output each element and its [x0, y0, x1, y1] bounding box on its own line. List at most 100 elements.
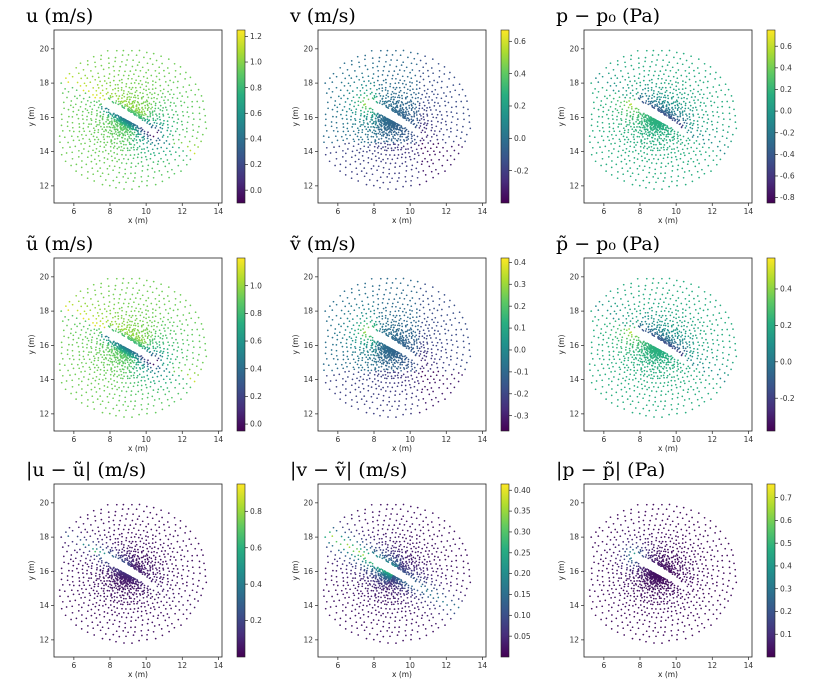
scatter-point [434, 88, 437, 91]
scatter-point [143, 284, 145, 287]
scatter-point [119, 361, 121, 364]
scatter-point [155, 125, 158, 127]
scatter-point [136, 337, 139, 340]
panel-title: v (m/s) [289, 5, 356, 27]
scatter-point [411, 82, 413, 84]
scatter-point [604, 103, 607, 106]
scatter-point [180, 328, 182, 331]
scatter-point [111, 114, 114, 117]
scatter-point [399, 89, 402, 92]
scatter-point [425, 109, 428, 112]
scatter-point [682, 117, 685, 120]
scatter-point [415, 106, 418, 109]
scatter-point [141, 106, 144, 109]
scatter-point [86, 99, 89, 102]
scatter-point [631, 118, 634, 121]
y-tick-label: 16 [569, 113, 579, 122]
scatter-point [629, 111, 632, 113]
scatter-point [192, 357, 195, 360]
scatter-point [441, 164, 444, 167]
scatter-point [197, 374, 199, 376]
scatter-point [647, 89, 650, 92]
scatter-point [401, 130, 403, 132]
scatter-point [408, 107, 411, 109]
scatter-point [359, 94, 362, 96]
scatter-point [723, 144, 726, 146]
scatter-point [373, 126, 376, 129]
scatter-point [122, 368, 125, 371]
scatter-point [93, 408, 96, 410]
scatter-point [64, 160, 67, 163]
scatter-point [407, 138, 410, 140]
scatter-point [122, 92, 125, 95]
x-tick-label: 8 [108, 207, 113, 216]
scatter-point [157, 370, 160, 373]
scatter-point [367, 138, 370, 141]
scatter-point [146, 184, 148, 187]
scatter-point [330, 96, 332, 99]
scatter-point [154, 107, 157, 110]
scatter-point [121, 101, 124, 104]
scatter-point [397, 137, 400, 140]
scatter-point [688, 72, 691, 75]
scatter-point [655, 181, 657, 184]
scatter-point [380, 147, 383, 150]
scatter-point [80, 361, 83, 364]
scatter-point [672, 95, 675, 98]
scatter-point [728, 106, 731, 109]
scatter-point [382, 116, 385, 119]
scatter-point [641, 95, 644, 98]
scatter-point [71, 86, 74, 89]
scatter-point [365, 128, 368, 131]
scatter-point [124, 131, 126, 134]
scatter-point [173, 330, 175, 332]
scatter-point [146, 137, 149, 140]
scatter-point [132, 287, 134, 290]
scatter-point [702, 113, 705, 116]
scatter-point [155, 303, 158, 306]
scatter-point [121, 124, 124, 126]
scatter-point [337, 95, 340, 98]
scatter-point [433, 79, 435, 82]
scatter-point [85, 163, 88, 166]
scatter-point [113, 145, 116, 148]
scatter-point [683, 121, 686, 124]
scatter-point [142, 303, 145, 306]
scatter-point [660, 147, 663, 149]
scatter-point [146, 370, 148, 372]
scatter-point [687, 107, 690, 110]
scatter-point [122, 49, 125, 52]
scatter-point [139, 297, 142, 300]
scatter-point [410, 168, 413, 171]
scatter-point [625, 94, 628, 96]
scatter-point [85, 362, 87, 365]
scatter-point [161, 352, 164, 355]
scatter-point [410, 133, 413, 136]
scatter-point [626, 113, 628, 115]
scatter-point [675, 158, 678, 161]
scatter-point [448, 78, 450, 80]
scatter-point [137, 130, 139, 132]
scatter-point [116, 342, 118, 344]
scatter-point [107, 305, 110, 308]
scatter-point [431, 99, 433, 101]
scatter-point [354, 133, 357, 136]
scatter-point [161, 320, 164, 323]
scatter-point [624, 121, 627, 123]
scatter-point [131, 305, 133, 308]
scatter-point [115, 119, 118, 122]
scatter-point [118, 166, 121, 169]
scatter-point [82, 325, 85, 328]
scatter-point [96, 398, 99, 400]
scatter-point [116, 365, 119, 368]
scatter-point [389, 181, 391, 184]
scatter-point [694, 165, 697, 168]
scatter-point [704, 76, 707, 78]
scatter-point [70, 328, 73, 330]
scatter-point [89, 309, 92, 312]
scatter-point [619, 105, 621, 108]
scatter-point [390, 138, 393, 141]
colorbar-tick-label: 0.4 [250, 135, 262, 144]
scatter-point [74, 103, 77, 106]
scatter-point [373, 132, 376, 135]
